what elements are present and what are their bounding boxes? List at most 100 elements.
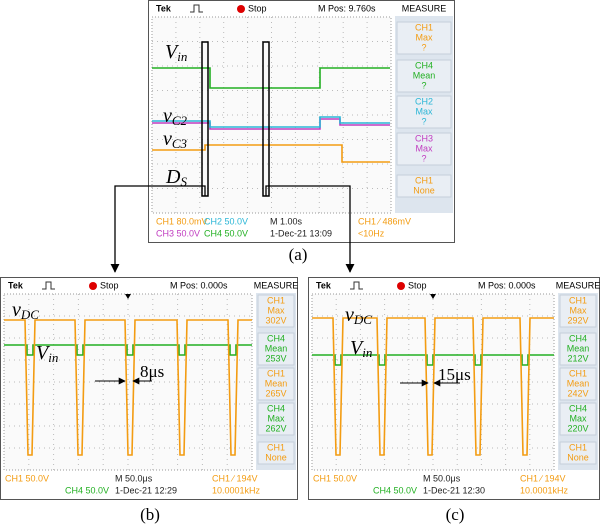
footer-text: M 50.0μs — [115, 473, 153, 483]
measure-text: 220V — [567, 423, 588, 433]
footer-text: CH1 ∕ 194V — [520, 473, 566, 483]
measure-text: 212V — [567, 353, 588, 363]
signal-subscript: in — [177, 49, 187, 64]
signal-subscript: C3 — [172, 136, 188, 151]
measure-text: ? — [421, 42, 426, 52]
measure-text: CH4 — [569, 403, 587, 413]
measure-text: Mean — [413, 70, 436, 80]
measure-title: MEASURE — [254, 280, 299, 290]
signal-symbol: v — [163, 128, 172, 150]
signal-symbol: v — [12, 299, 21, 321]
measure-text: CH1 — [569, 368, 587, 378]
stop-dot — [89, 282, 97, 290]
caption: (b) — [140, 505, 160, 524]
brand: Tek — [156, 3, 172, 13]
position: M Pos: 0.000s — [478, 280, 536, 290]
caption: (a) — [289, 245, 308, 264]
measure-text: 242V — [567, 388, 588, 398]
measure-text: CH1 — [415, 22, 433, 32]
measure-text: Max — [569, 305, 587, 315]
signal-subscript: DC — [353, 312, 372, 327]
footer-text: CH1 ∕ 486mV — [358, 216, 411, 226]
footer-text: CH4 50.0V — [65, 485, 109, 495]
measure-text: CH1 — [267, 295, 285, 305]
measure-text: Mean — [567, 343, 590, 353]
measure-text: CH4 — [267, 403, 285, 413]
status: Stop — [248, 3, 267, 13]
status: Stop — [100, 280, 119, 290]
stop-dot — [237, 5, 245, 13]
measure-text: CH1 — [569, 442, 587, 452]
footer-text: CH1 50.0V — [5, 473, 49, 483]
signal-symbol: v — [345, 304, 354, 326]
position: M Pos: 9.760s — [318, 3, 376, 13]
annotation: 8μs — [140, 362, 164, 381]
footer-text: 1-Dec-21 12:29 — [115, 485, 177, 495]
signal-symbol: v — [163, 105, 172, 127]
measure-text: 292V — [567, 315, 588, 325]
measure-text: None — [265, 452, 287, 462]
footer-text: CH1 80.0mV — [156, 216, 208, 226]
measure-text: Max — [415, 143, 433, 153]
measure-title: MEASURE — [402, 3, 447, 13]
measure-text: Max — [267, 413, 285, 423]
measure-text: Max — [569, 413, 587, 423]
panels: TekStopM Pos: 9.760sMEASURECH1Max?CH4Mea… — [1, 1, 600, 524]
signal-subscript: S — [180, 174, 187, 189]
measure-text: CH1 — [267, 368, 285, 378]
measure-text: 262V — [265, 423, 286, 433]
signal-symbol: D — [165, 166, 181, 188]
measure-text: Mean — [265, 343, 288, 353]
measure-text: CH4 — [415, 60, 433, 70]
position: M Pos: 0.000s — [170, 280, 228, 290]
footer-text: <10Hz — [358, 228, 385, 238]
signal-subscript: in — [362, 345, 372, 360]
measure-text: CH1 — [267, 442, 285, 452]
signal-subscript: DC — [20, 307, 39, 322]
footer-text: CH4 50.0V — [373, 485, 417, 495]
footer-text: M 50.0μs — [423, 473, 461, 483]
status: Stop — [408, 280, 427, 290]
footer-text: 1-Dec-21 13:09 — [270, 228, 332, 238]
measure-text: 265V — [265, 388, 286, 398]
measure-text: Mean — [567, 378, 590, 388]
brand: Tek — [316, 280, 332, 290]
brand: Tek — [8, 280, 24, 290]
figure: TekStopM Pos: 9.760sMEASURECH1Max?CH4Mea… — [0, 0, 600, 529]
measure-text: Mean — [265, 378, 288, 388]
footer-text: CH4 50.0V — [204, 228, 248, 238]
stop-dot — [397, 282, 405, 290]
measure-text: Max — [415, 32, 433, 42]
measure-text: Max — [415, 106, 433, 116]
footer-text: CH1 ∕ 194V — [212, 473, 258, 483]
footer-text: CH1 50.0V — [313, 473, 357, 483]
annotation: 15μs — [438, 365, 471, 384]
caption: (c) — [446, 505, 465, 524]
measure-text: 302V — [265, 315, 286, 325]
measure-text: None — [413, 185, 435, 195]
footer-text: 10.0001kHz — [520, 485, 569, 495]
footer-text: M 1.00s — [270, 216, 303, 226]
measure-title: MEASURE — [556, 280, 600, 290]
measure-text: Max — [267, 305, 285, 315]
measure-text: ? — [421, 116, 426, 126]
measure-text: CH3 — [415, 133, 433, 143]
measure-text: CH4 — [569, 333, 587, 343]
footer-text: CH3 50.0V — [156, 228, 200, 238]
measure-text: CH1 — [415, 175, 433, 185]
measure-text: None — [567, 452, 589, 462]
measure-text: 253V — [265, 353, 286, 363]
measure-text: ? — [421, 153, 426, 163]
footer-text: CH2 50.0V — [204, 216, 248, 226]
footer-text: 10.0001kHz — [212, 485, 261, 495]
signal-subscript: C2 — [172, 113, 188, 128]
footer-text: 1-Dec-21 12:30 — [423, 485, 485, 495]
measure-text: CH4 — [267, 333, 285, 343]
measure-text: CH1 — [569, 295, 587, 305]
measure-text: ? — [421, 80, 426, 90]
signal-subscript: in — [48, 350, 58, 365]
measure-text: CH2 — [415, 96, 433, 106]
